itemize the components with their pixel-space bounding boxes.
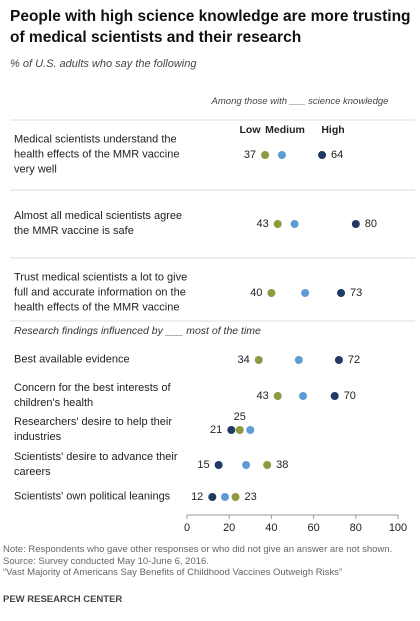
dot [242,461,251,469]
dot [273,220,282,228]
value-label: 15 [197,459,209,471]
dot [290,220,299,228]
source: PEW RESEARCH CENTER [3,594,123,605]
value-label: 80 [365,218,377,230]
note: Note: Respondents who gave other respons… [3,544,393,555]
dot [294,356,303,364]
category-label: Best available evidence [14,353,130,366]
category-label: Scientists' desire to advance their care… [14,451,178,478]
dot [227,426,236,434]
dot [318,151,327,159]
value-label: 25 [234,411,246,423]
dot [334,356,343,364]
subtitle: % of U.S. adults who say the following [10,58,197,70]
chart-title: People with high science knowledge are m… [10,8,411,46]
note: “Vast Majority of Americans Say Benefits… [3,567,343,578]
x-tick-label: 20 [223,522,235,534]
x-tick-label: 0 [184,522,190,534]
dot [261,151,270,159]
value-label: 72 [348,354,360,366]
value-label: 34 [237,354,249,366]
legend-title: Among those with ___ science knowledge [211,96,389,107]
category-label: Trust medical scientists a lot to give f… [14,271,188,314]
dot [254,356,263,364]
dot [273,392,282,400]
x-tick-label: 100 [389,522,407,534]
value-label: 12 [191,491,203,503]
dot [277,151,286,159]
value-label: 23 [245,491,257,503]
x-tick-label: 80 [350,522,362,534]
legend-label: Low [240,124,262,136]
x-tick-label: 40 [265,522,277,534]
dot [231,493,240,501]
category-label: Concern for the best interests of childr… [14,382,171,409]
value-label: 40 [250,287,262,299]
dot [220,493,229,501]
dot [214,461,223,469]
dot [337,289,346,297]
value-label: 64 [331,149,343,161]
dot [299,392,308,400]
note: Source: Survey conducted May 10-June 6, … [3,555,209,567]
category-label: Scientists' own political leanings [14,490,171,503]
category-label: Researchers' desire to help their indust… [14,416,173,443]
category-label: Medical scientists understand the health… [14,133,180,176]
dot [330,392,339,400]
dot [246,426,255,434]
value-label: 73 [350,287,362,299]
dot [351,220,360,228]
section-label: Research findings influenced by ___ most… [14,325,261,337]
dot [235,426,244,434]
value-label: 43 [256,390,268,402]
notes: Note: Respondents who gave other respons… [3,544,418,579]
value-label: 38 [276,459,288,471]
dot [208,493,217,501]
category-label: Almost all medical scientists agree the … [14,210,183,237]
legend-label: High [321,124,344,136]
legend-label: Medium [265,124,305,136]
dot [267,289,276,297]
value-label: 70 [344,390,356,402]
x-tick-label: 60 [307,522,319,534]
value-label: 43 [256,218,268,230]
dot [301,289,310,297]
dot [263,461,272,469]
value-label: 21 [210,424,222,436]
value-label: 37 [244,149,256,161]
